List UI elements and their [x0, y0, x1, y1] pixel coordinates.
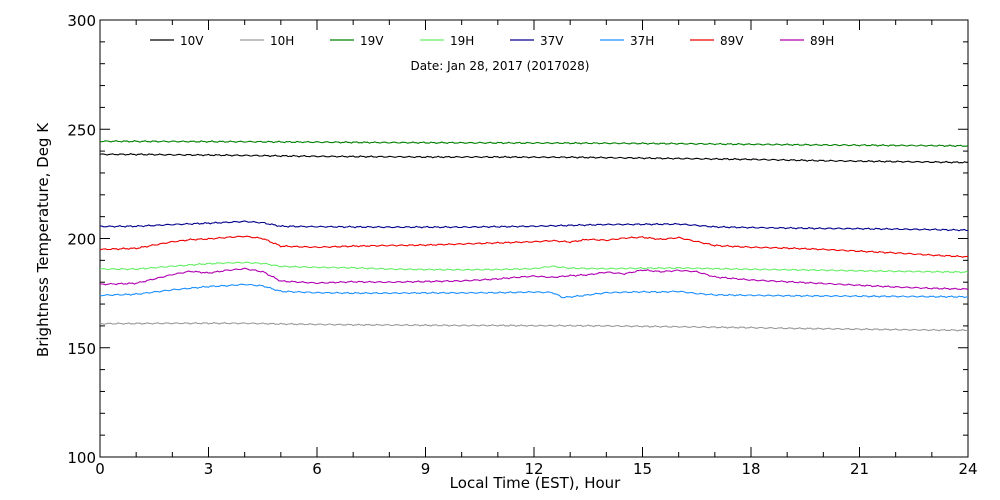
legend: 10V 10H 19V 19H 37V 37H 89V 89H	[150, 34, 834, 48]
x-tick-label: 21	[850, 460, 869, 478]
series-line-89h	[100, 267, 969, 291]
y-tick-label: 300	[67, 12, 96, 30]
series-line-19v	[99, 139, 969, 148]
legend-label-37h: 37H	[630, 34, 654, 48]
series-lines	[99, 139, 969, 332]
series-line-89v	[99, 235, 969, 258]
series-line-37v	[100, 220, 968, 232]
x-axis-title: Local Time (EST), Hour	[450, 474, 621, 492]
y-tick-label: 250	[67, 121, 96, 139]
legend-label-89v: 89V	[720, 34, 744, 48]
series-line-37h	[99, 283, 969, 299]
x-tick-label: 24	[958, 460, 977, 478]
legend-label-89h: 89H	[810, 34, 834, 48]
x-tick-label: 15	[633, 460, 652, 478]
y-tick-label: 200	[67, 231, 96, 249]
x-tick-label: 18	[741, 460, 760, 478]
legend-label-10v: 10V	[180, 34, 204, 48]
y-tick-label: 150	[67, 340, 96, 358]
x-tick-label: 12	[524, 460, 543, 478]
date-subtitle: Date: Jan 28, 2017 (2017028)	[411, 59, 590, 73]
axis-tick-labels: 0 3 6 9 12 15 18 21 24 100 150 200 250 300	[67, 12, 977, 478]
plot-frame	[99, 19, 969, 458]
plot-border	[99, 19, 969, 458]
x-tick-label: 3	[204, 460, 214, 478]
legend-label-37v: 37V	[540, 34, 564, 48]
series-line-10h	[99, 321, 969, 332]
legend-label-10h: 10H	[270, 34, 294, 48]
series-line-10v	[99, 152, 968, 164]
x-tick-label: 0	[95, 460, 105, 478]
y-axis-title: Brightness Temperature, Deg K	[34, 122, 52, 357]
x-tick-label: 6	[312, 460, 322, 478]
axis-ticks	[99, 19, 969, 458]
legend-label-19v: 19V	[360, 34, 384, 48]
legend-label-19h: 19H	[450, 34, 474, 48]
x-tick-label: 9	[421, 460, 431, 478]
y-tick-label: 100	[67, 449, 96, 467]
series-line-19h	[99, 261, 969, 274]
